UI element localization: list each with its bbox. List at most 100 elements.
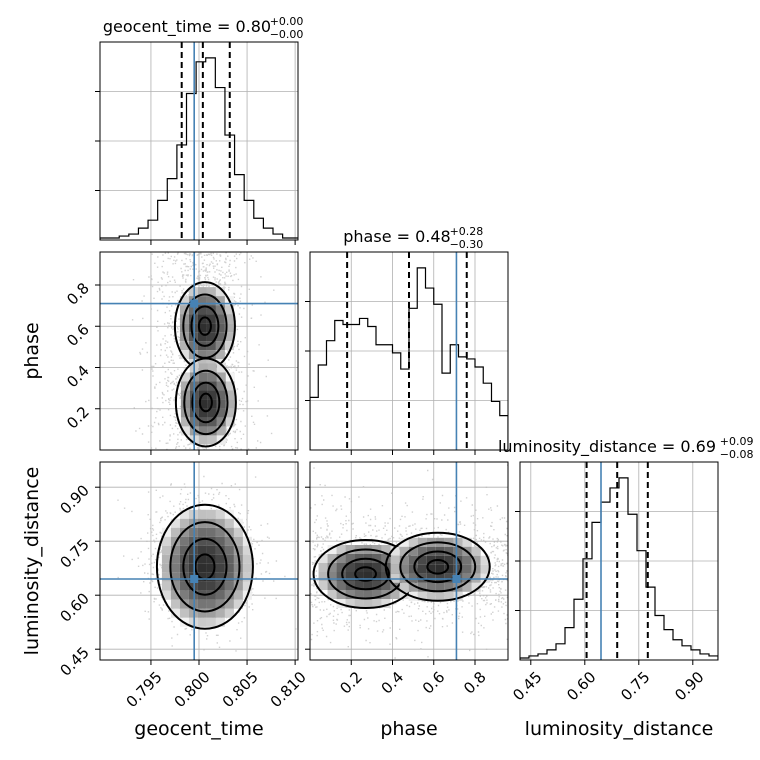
- mode-1-density-cell: [207, 435, 217, 445]
- x-tick-label-luminosity_distance: 0.45: [509, 668, 545, 704]
- mode-0-density-cell: [390, 590, 400, 599]
- mode-1-density-cell: [399, 537, 409, 547]
- mode-0-contour-0: [155, 503, 254, 630]
- mode-0-density-cell: [161, 554, 171, 564]
- histogram-panel-geocent_time: geocent_time = 0.80+0.00−0.00: [95, 15, 304, 241]
- mode-0-density-cell: [179, 305, 189, 315]
- mode-1-contour-0: [174, 357, 237, 448]
- mode-0-density-cell: [242, 563, 252, 573]
- mode-1-density-cell: [471, 582, 481, 592]
- mode-0-density-cell: [170, 581, 180, 591]
- histogram-luminosity_distance: [520, 477, 718, 660]
- mode-1-density-cell: [207, 390, 217, 400]
- mode-0-density-cell: [354, 599, 364, 608]
- mode-1-density-cell: [471, 564, 481, 574]
- mode-0-density-cell: [318, 563, 328, 572]
- mode-0-density-cell: [179, 590, 189, 600]
- y-tick-label-phase: 0.8: [63, 279, 93, 309]
- mode-0-density-cell: [381, 554, 391, 563]
- mode-0-density-cell: [224, 572, 234, 582]
- mode-1-density-cell: [408, 537, 418, 547]
- mode-0-density-cell: [215, 554, 225, 564]
- mode-0-density-cell: [206, 341, 216, 351]
- mode-0-density-cell: [215, 323, 225, 333]
- mode-1-density-cell: [225, 408, 235, 418]
- mode-1-density-cell: [408, 546, 418, 556]
- mode-1-density-cell: [198, 381, 208, 391]
- mode-0-density-cell: [224, 545, 234, 555]
- mode-0-density-cell: [233, 545, 243, 555]
- mode-1-density-cell: [180, 381, 190, 391]
- mode-0-density-cell: [197, 350, 207, 360]
- mode-0-density-cell: [179, 323, 189, 333]
- mode-1-density-cell: [216, 399, 226, 409]
- panel-frame: [309, 251, 509, 451]
- mode-0-density-cell: [206, 287, 216, 297]
- mode-1-density-cell: [225, 417, 235, 427]
- mode-0-density-cell: [215, 545, 225, 555]
- mode-0-density-cell: [345, 599, 355, 608]
- mode-0-density-cell: [215, 332, 225, 342]
- mode-0-density-cell: [215, 296, 225, 306]
- mode-1-density-cell: [417, 546, 427, 556]
- mode-0-density-cell: [197, 305, 207, 315]
- mode-0-density-cell: [242, 572, 252, 582]
- mode-0-density-cell: [215, 287, 225, 297]
- mode-0-density-cell: [242, 545, 252, 555]
- mode-0-density-cell: [215, 341, 225, 351]
- mode-1-density-cell: [444, 564, 454, 574]
- scatter-content: [310, 462, 508, 660]
- mode-0-density-cell: [170, 572, 180, 582]
- mode-0-density-cell: [197, 563, 207, 573]
- mode-0-density-cell: [179, 536, 189, 546]
- mode-1-density-cell: [216, 426, 226, 436]
- mode-0-density-cell: [170, 527, 180, 537]
- mode-0-density-cell: [233, 527, 243, 537]
- mode-0-density-cell: [354, 572, 364, 581]
- mode-0-density-cell: [161, 536, 171, 546]
- mode-1-density-cell: [462, 555, 472, 565]
- histogram-title-geocent_time: geocent_time = 0.80: [103, 17, 271, 37]
- mode-0-density-cell: [197, 617, 207, 627]
- mode-0-density-cell: [197, 509, 207, 519]
- title-lower-error: −0.30: [450, 238, 484, 251]
- histogram-title-phase: phase = 0.48: [343, 227, 450, 246]
- mode-0-density-cell: [336, 581, 346, 590]
- truth-marker: [190, 575, 199, 583]
- title-value: geocent_time = 0.80: [103, 17, 271, 37]
- mode-0-density-cell: [233, 599, 243, 609]
- mode-1-density-cell: [471, 555, 481, 565]
- mode-0-contour-2: [190, 305, 220, 347]
- mode-0-density-cell: [170, 545, 180, 555]
- mode-0-density-cell: [215, 350, 225, 360]
- mode-0-density-cell: [224, 590, 234, 600]
- mode-0-density-cell: [224, 332, 234, 342]
- mode-0-density-cell: [206, 314, 216, 324]
- title-value: luminosity_distance = 0.69: [498, 437, 716, 457]
- mode-0-density-cell: [161, 581, 171, 591]
- mode-1-density-cell: [426, 591, 436, 601]
- mode-1-density-cell: [444, 546, 454, 556]
- mode-1-density-cell: [216, 417, 226, 427]
- mode-0-density-cell: [345, 554, 355, 563]
- mode-1-density-cell: [216, 372, 226, 382]
- truth-marker: [190, 299, 199, 308]
- mode-0-density-cell: [197, 608, 207, 618]
- mode-1-density-cell: [216, 408, 226, 418]
- mode-0-density-cell: [345, 563, 355, 572]
- scatter-content: [100, 252, 298, 450]
- mode-0-density-cell: [224, 581, 234, 591]
- mode-1-contour-1: [399, 541, 477, 593]
- title-lower-error: −0.00: [270, 28, 304, 41]
- mode-0-density-cell: [336, 590, 346, 599]
- mode-0-density-cell: [233, 590, 243, 600]
- y-tick-label-luminosity_distance: 0.75: [56, 535, 92, 571]
- mode-0-density-cell: [197, 332, 207, 342]
- mode-0-density-cell: [363, 599, 373, 608]
- mode-0-density-cell: [179, 545, 189, 555]
- mode-0-density-cell: [336, 554, 346, 563]
- mode-1-density-cell: [480, 564, 490, 574]
- mode-1-density-cell: [435, 564, 445, 574]
- mode-0-density-cell: [179, 599, 189, 609]
